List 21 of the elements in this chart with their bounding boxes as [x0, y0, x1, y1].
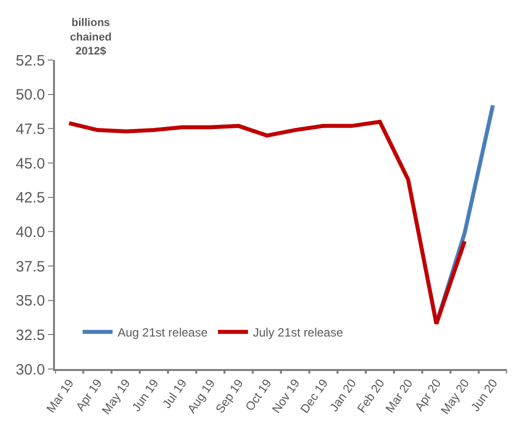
x-tick-label: Jun 19: [129, 376, 162, 414]
x-tick-label: Mar 20: [382, 376, 416, 416]
y-tick-label: 47.5: [16, 120, 45, 138]
y-tick-label: 40.0: [16, 224, 45, 241]
legend-label: July 21st release: [252, 326, 344, 340]
x-tick-label: Jun 20: [468, 376, 500, 414]
y-tick-label: 37.5: [16, 258, 45, 276]
y-tick-label: 50.0: [16, 86, 45, 104]
x-tick-label: Mar 19: [44, 376, 77, 416]
y-tick-label: 42.5: [16, 190, 45, 207]
y-tick-label: 32.5: [16, 326, 45, 344]
x-tick-label: Sep 19: [212, 376, 246, 416]
y-tick-label: 45.0: [16, 155, 45, 172]
y-tick-label: 30.0: [16, 361, 45, 378]
legend-label: Aug 21st release: [118, 326, 208, 340]
line-series: [67, 120, 467, 326]
x-tick-label: Jul 19: [160, 376, 190, 411]
x-tick-label: Dec 19: [297, 376, 331, 416]
y-tick-label: 52.5: [16, 52, 45, 70]
y-axis-title: billions chained 2012$: [70, 17, 112, 58]
y-tick-label: 35.0: [16, 292, 45, 310]
